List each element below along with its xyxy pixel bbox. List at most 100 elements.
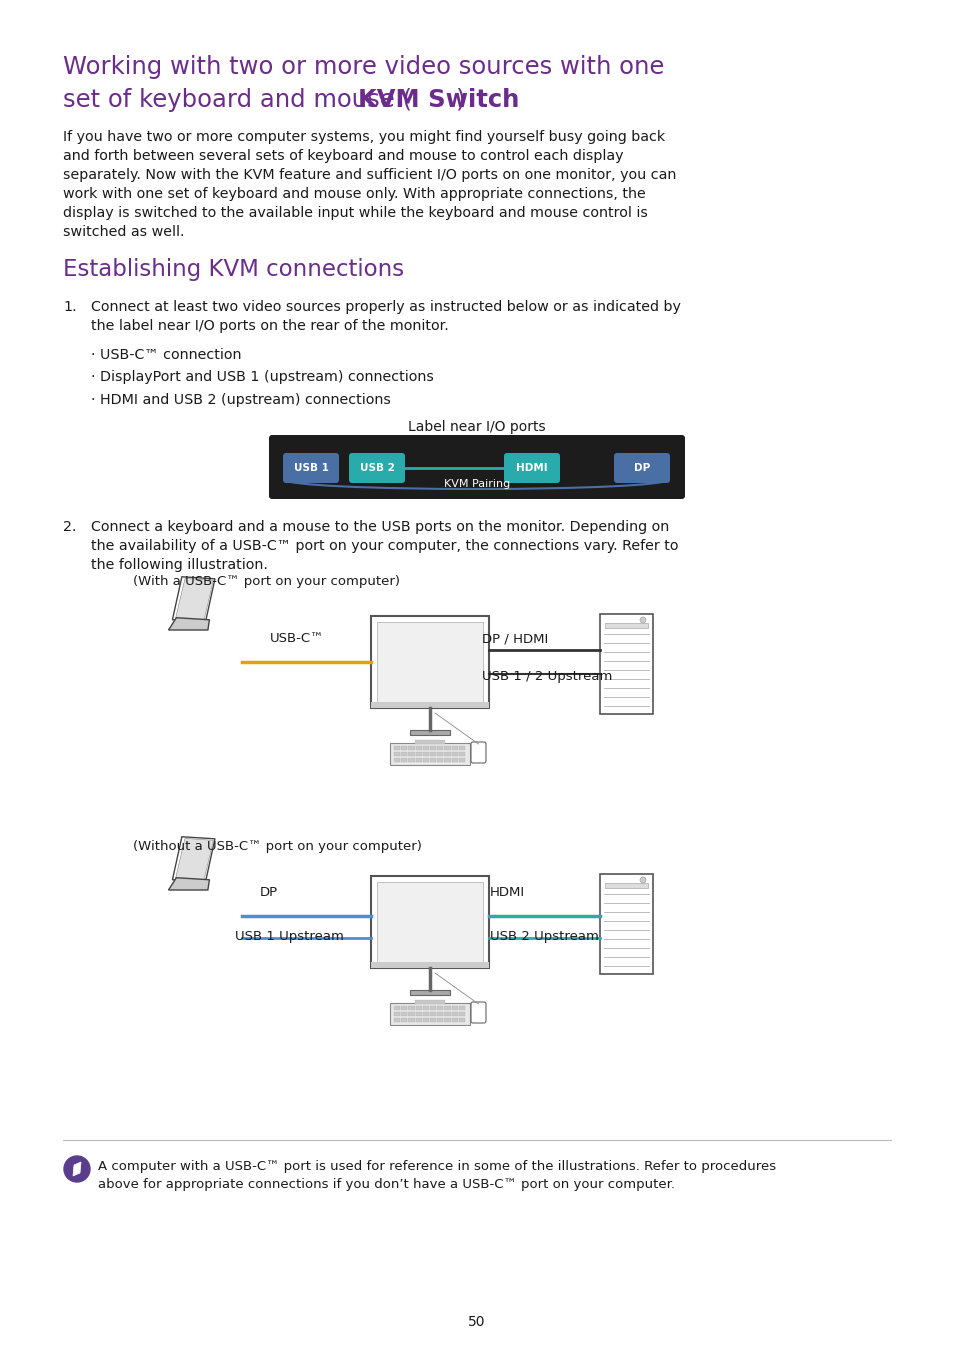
FancyBboxPatch shape [269, 435, 684, 500]
FancyBboxPatch shape [416, 752, 421, 756]
FancyBboxPatch shape [394, 747, 399, 751]
Text: the label near I/O ports on the rear of the monitor.: the label near I/O ports on the rear of … [91, 319, 448, 333]
FancyBboxPatch shape [436, 1018, 443, 1022]
FancyBboxPatch shape [614, 454, 669, 483]
Polygon shape [73, 1162, 81, 1176]
Text: · HDMI and USB 2 (upstream) connections: · HDMI and USB 2 (upstream) connections [91, 393, 391, 406]
FancyBboxPatch shape [401, 757, 407, 761]
FancyBboxPatch shape [451, 757, 457, 761]
FancyBboxPatch shape [408, 1006, 415, 1010]
FancyBboxPatch shape [444, 1012, 450, 1017]
FancyBboxPatch shape [390, 743, 470, 765]
Text: Connect at least two video sources properly as instructed below or as indicated : Connect at least two video sources prope… [91, 300, 680, 315]
FancyBboxPatch shape [394, 1012, 399, 1017]
FancyBboxPatch shape [401, 1012, 407, 1017]
Polygon shape [175, 838, 213, 880]
FancyBboxPatch shape [599, 614, 652, 714]
FancyBboxPatch shape [401, 747, 407, 751]
FancyBboxPatch shape [408, 1012, 415, 1017]
FancyBboxPatch shape [436, 752, 443, 756]
FancyBboxPatch shape [410, 730, 450, 734]
FancyBboxPatch shape [416, 1006, 421, 1010]
Text: A computer with a USB-C™ port is used for reference in some of the illustrations: A computer with a USB-C™ port is used fo… [98, 1160, 776, 1173]
FancyBboxPatch shape [444, 1018, 450, 1022]
FancyBboxPatch shape [283, 454, 338, 483]
FancyBboxPatch shape [458, 1006, 464, 1010]
Polygon shape [172, 576, 214, 622]
Circle shape [639, 617, 645, 622]
Text: ): ) [456, 88, 465, 112]
Text: USB 1: USB 1 [294, 463, 328, 472]
FancyBboxPatch shape [390, 1003, 470, 1025]
FancyBboxPatch shape [401, 752, 407, 756]
FancyBboxPatch shape [416, 1012, 421, 1017]
Circle shape [639, 878, 645, 883]
Text: display is switched to the available input while the keyboard and mouse control : display is switched to the available inp… [63, 207, 647, 220]
FancyBboxPatch shape [430, 752, 436, 756]
FancyBboxPatch shape [349, 454, 405, 483]
Text: · DisplayPort and USB 1 (upstream) connections: · DisplayPort and USB 1 (upstream) conne… [91, 370, 434, 383]
FancyBboxPatch shape [436, 1006, 443, 1010]
FancyBboxPatch shape [451, 1006, 457, 1010]
FancyBboxPatch shape [458, 757, 464, 761]
Polygon shape [175, 578, 213, 620]
FancyBboxPatch shape [408, 757, 415, 761]
FancyBboxPatch shape [471, 1002, 485, 1023]
FancyBboxPatch shape [371, 616, 489, 707]
FancyBboxPatch shape [401, 1006, 407, 1010]
FancyBboxPatch shape [599, 873, 652, 973]
FancyBboxPatch shape [394, 752, 399, 756]
FancyBboxPatch shape [444, 747, 450, 751]
FancyBboxPatch shape [604, 622, 647, 628]
FancyBboxPatch shape [394, 1006, 399, 1010]
FancyBboxPatch shape [444, 757, 450, 761]
FancyBboxPatch shape [430, 1018, 436, 1022]
Text: DP / HDMI: DP / HDMI [481, 632, 548, 645]
Text: KVM Pairing: KVM Pairing [443, 479, 510, 489]
FancyBboxPatch shape [430, 1012, 436, 1017]
FancyBboxPatch shape [451, 752, 457, 756]
FancyBboxPatch shape [371, 876, 489, 968]
FancyBboxPatch shape [458, 1018, 464, 1022]
Text: the availability of a USB-C™ port on your computer, the connections vary. Refer : the availability of a USB-C™ port on you… [91, 539, 678, 553]
FancyBboxPatch shape [430, 757, 436, 761]
FancyBboxPatch shape [430, 1006, 436, 1010]
Text: If you have two or more computer systems, you might find yourself busy going bac: If you have two or more computer systems… [63, 130, 664, 144]
Text: Connect a keyboard and a mouse to the USB ports on the monitor. Depending on: Connect a keyboard and a mouse to the US… [91, 520, 669, 535]
Text: DP: DP [633, 463, 649, 472]
Text: HDMI: HDMI [490, 886, 524, 899]
Text: KVM Switch: KVM Switch [357, 88, 518, 112]
FancyBboxPatch shape [416, 747, 421, 751]
FancyBboxPatch shape [408, 1018, 415, 1022]
Text: Label near I/O ports: Label near I/O ports [408, 420, 545, 433]
FancyBboxPatch shape [451, 1018, 457, 1022]
Text: Establishing KVM connections: Establishing KVM connections [63, 258, 404, 281]
Text: USB 1 / 2 Upstream: USB 1 / 2 Upstream [481, 670, 612, 683]
FancyBboxPatch shape [458, 1012, 464, 1017]
FancyBboxPatch shape [422, 752, 429, 756]
FancyBboxPatch shape [394, 757, 399, 761]
Text: DP: DP [260, 886, 278, 899]
Text: work with one set of keyboard and mouse only. With appropriate connections, the: work with one set of keyboard and mouse … [63, 188, 645, 201]
Polygon shape [169, 618, 210, 630]
FancyBboxPatch shape [451, 1012, 457, 1017]
Text: 50: 50 [468, 1315, 485, 1328]
FancyBboxPatch shape [436, 747, 443, 751]
FancyBboxPatch shape [451, 747, 457, 751]
FancyBboxPatch shape [422, 1012, 429, 1017]
Text: Working with two or more video sources with one: Working with two or more video sources w… [63, 55, 663, 80]
Text: (Without a USB-C™ port on your computer): (Without a USB-C™ port on your computer) [132, 840, 421, 853]
Text: set of keyboard and mouse (: set of keyboard and mouse ( [63, 88, 412, 112]
FancyBboxPatch shape [458, 747, 464, 751]
FancyBboxPatch shape [408, 752, 415, 756]
Text: 1.: 1. [63, 300, 76, 315]
FancyBboxPatch shape [376, 622, 482, 702]
Text: the following illustration.: the following illustration. [91, 558, 268, 572]
FancyBboxPatch shape [416, 757, 421, 761]
Text: switched as well.: switched as well. [63, 225, 184, 239]
FancyBboxPatch shape [444, 1006, 450, 1010]
FancyBboxPatch shape [422, 1006, 429, 1010]
FancyBboxPatch shape [408, 747, 415, 751]
FancyBboxPatch shape [436, 1012, 443, 1017]
FancyBboxPatch shape [422, 1018, 429, 1022]
